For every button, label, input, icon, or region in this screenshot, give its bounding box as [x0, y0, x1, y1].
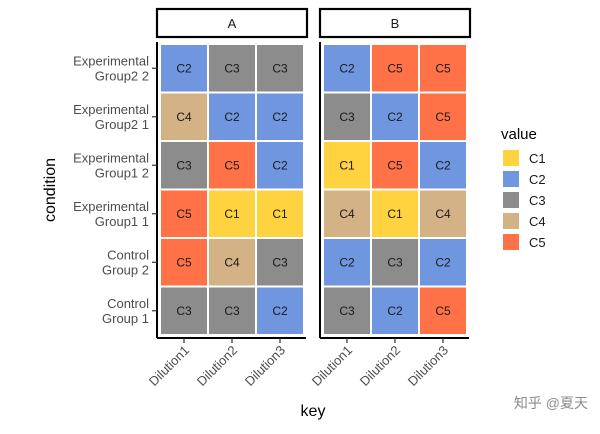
y-tick-label: Experimental Group1 1	[73, 199, 149, 229]
heatmap-cell	[370, 43, 420, 94]
cell-label: C5	[387, 61, 403, 75]
watermark-text: 知乎 @夏天	[514, 395, 588, 411]
heatmap-cell	[159, 285, 209, 336]
heatmap-cell	[255, 285, 305, 336]
heatmap-cell	[418, 285, 468, 336]
y-axis-title: condition	[42, 158, 59, 222]
heatmap-cell	[207, 188, 257, 239]
heatmap-cell	[255, 43, 305, 94]
x-tick-label: Dilution3	[242, 343, 288, 389]
facet-label-A: A	[228, 16, 237, 31]
x-tick-label: Dilution2	[357, 343, 403, 389]
x-tick-label: Dilution1	[309, 343, 355, 389]
cell-label: C5	[176, 207, 192, 221]
heatmap-cell	[159, 237, 209, 288]
cell-label: C3	[224, 61, 240, 75]
cell-label: C5	[435, 61, 451, 75]
cell-label: C5	[387, 158, 403, 172]
cell-label: C2	[272, 304, 288, 318]
legend-swatch-C3	[503, 192, 519, 208]
cell-label: C2	[435, 255, 451, 269]
facet-label-B: B	[391, 16, 400, 31]
cell-label: C3	[224, 304, 240, 318]
cell-label: C4	[435, 207, 451, 221]
heatmap-cell	[370, 140, 420, 191]
heatmap-cell	[159, 140, 209, 191]
cell-label: C3	[339, 110, 355, 124]
y-tick-label: Experimental Group2 2	[73, 53, 149, 83]
cell-label: C1	[387, 207, 403, 221]
cell-label: C4	[176, 110, 192, 124]
y-tick-label: Experimental Group2 1	[73, 102, 149, 132]
cell-label: C1	[339, 158, 355, 172]
facet-strip-A	[155, 7, 309, 39]
cell-label: C3	[387, 255, 403, 269]
cell-label: C2	[339, 255, 355, 269]
cell-label: C3	[272, 255, 288, 269]
cell-label: C3	[176, 304, 192, 318]
cell-label: C1	[224, 207, 240, 221]
legend-swatch-C5	[503, 234, 519, 250]
cell-label: C2	[224, 110, 240, 124]
cell-label: C2	[387, 304, 403, 318]
cell-label: C3	[176, 158, 192, 172]
x-axis-title: key	[301, 403, 326, 420]
heatmap-cell	[322, 43, 372, 94]
cell-label: C3	[272, 61, 288, 75]
heatmap-cell	[255, 237, 305, 288]
legend-label-C1: C1	[529, 151, 546, 166]
heatmap-cell	[322, 285, 372, 336]
cell-label: C2	[272, 158, 288, 172]
legend-swatch-C2	[503, 171, 519, 187]
cell-label: C2	[339, 61, 355, 75]
y-tick-label: Experimental Group1 2	[73, 150, 149, 180]
x-tick-label: Dilution2	[194, 343, 240, 389]
x-tick-label: Dilution3	[405, 343, 451, 389]
heatmap-cell	[322, 188, 372, 239]
cell-label: C5	[224, 158, 240, 172]
cell-label: C4	[224, 255, 240, 269]
legend-swatch-C4	[503, 213, 519, 229]
cell-label: C5	[435, 110, 451, 124]
cell-label: C2	[272, 110, 288, 124]
legend-title: value	[501, 126, 537, 143]
legend-label-C5: C5	[529, 235, 546, 250]
cell-label: C4	[339, 207, 355, 221]
legend-label-C3: C3	[529, 193, 546, 208]
y-tick-label: Control Group 1	[102, 296, 149, 326]
cell-label: C5	[435, 304, 451, 318]
facet-strip-B	[318, 7, 472, 39]
cell-label: C2	[435, 158, 451, 172]
legend-label-C4: C4	[529, 214, 546, 229]
y-tick-label: Control Group 2	[102, 247, 149, 277]
heatmap-cell	[418, 91, 468, 142]
x-tick-label: Dilution1	[146, 343, 192, 389]
heatmap-cell	[418, 140, 468, 191]
cell-label: C1	[272, 207, 288, 221]
legend-swatch-C1	[503, 150, 519, 166]
cell-label: C2	[387, 110, 403, 124]
heatmap-cell	[255, 140, 305, 191]
cell-label: C2	[176, 61, 192, 75]
cell-label: C5	[176, 255, 192, 269]
legend-label-C2: C2	[529, 172, 546, 187]
heatmap-cell	[207, 91, 257, 142]
cell-label: C3	[339, 304, 355, 318]
